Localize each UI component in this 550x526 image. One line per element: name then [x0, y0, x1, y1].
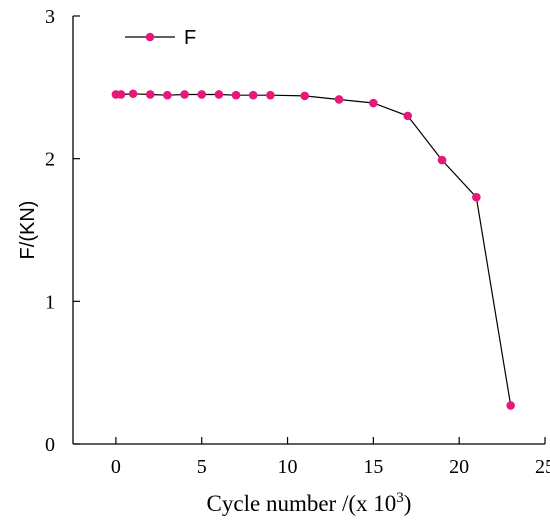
y-axis-label: F/(KN): [17, 201, 39, 260]
data-point: [437, 155, 447, 165]
data-point: [300, 91, 310, 101]
x-axis-label-main: Cycle number /(x 10: [207, 491, 397, 516]
x-tick-label: 10: [278, 456, 298, 478]
data-point: [163, 90, 172, 100]
data-point: [145, 90, 155, 99]
y-tick-label: 2: [45, 149, 55, 171]
data-point: [180, 90, 189, 99]
x-tick-label: 5: [197, 456, 207, 478]
y-tick-label: 0: [45, 434, 55, 456]
y-tick-label: 3: [45, 6, 55, 28]
data-point: [369, 98, 378, 108]
series-layer: [111, 89, 515, 410]
data-point: [248, 90, 258, 100]
legend-label: F: [184, 27, 196, 49]
data-point: [116, 90, 126, 99]
data-point: [506, 401, 515, 410]
x-axis-label-close: ): [404, 491, 412, 516]
x-axis-label-exponent: 3: [396, 490, 404, 506]
data-point: [472, 192, 481, 202]
data-point: [197, 90, 207, 99]
x-tick-label: 20: [449, 456, 469, 478]
y-tick-label: 1: [45, 291, 55, 313]
x-tick-label: 25: [535, 456, 550, 478]
legend: F: [125, 27, 196, 49]
data-point: [266, 90, 275, 100]
x-axis-label: Cycle number /(x 103): [207, 490, 412, 516]
series-line: [115, 93, 512, 406]
axes: [72, 16, 545, 445]
data-point: [128, 89, 138, 99]
x-tick-label: 0: [111, 456, 121, 478]
ticks: 0 1 2 3 0 5 10 15 20 25: [45, 6, 550, 478]
x-tick-label: 15: [363, 456, 383, 478]
data-point: [214, 90, 224, 99]
data-point: [231, 90, 241, 100]
data-point: [403, 111, 412, 121]
data-point: [334, 95, 344, 104]
legend-marker: [145, 32, 155, 42]
